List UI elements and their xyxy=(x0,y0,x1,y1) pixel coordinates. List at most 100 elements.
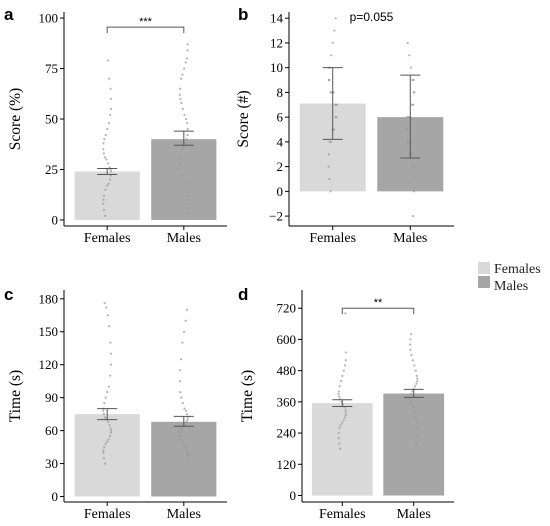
panel-letter: a xyxy=(4,5,14,24)
y-tick-label: 0 xyxy=(290,488,297,503)
data-point xyxy=(338,385,341,388)
panel-letter: c xyxy=(4,285,13,304)
data-point xyxy=(339,379,342,383)
y-tick-label: 12 xyxy=(270,35,283,50)
x-tick-label: Females xyxy=(319,507,366,522)
data-point xyxy=(105,306,108,309)
data-point xyxy=(330,54,333,57)
data-point xyxy=(179,369,182,372)
data-point xyxy=(181,402,184,405)
x-tick-label: Females xyxy=(84,231,131,246)
x-tick-label: Males xyxy=(167,507,201,522)
panel-letter: b xyxy=(238,5,248,24)
data-point xyxy=(186,451,189,454)
bar-males xyxy=(383,393,445,496)
data-point xyxy=(341,374,344,377)
data-point xyxy=(185,308,189,311)
data-point xyxy=(179,154,183,157)
data-point xyxy=(405,140,408,143)
data-point xyxy=(327,153,330,156)
data-point xyxy=(109,352,113,355)
data-point xyxy=(185,57,189,60)
data-point xyxy=(411,359,414,362)
data-point xyxy=(329,91,332,94)
y-tick-label: 10 xyxy=(270,60,283,75)
data-point xyxy=(331,41,334,45)
data-point xyxy=(342,418,345,422)
data-point xyxy=(183,113,186,117)
data-point xyxy=(334,17,337,20)
data-point xyxy=(409,66,413,69)
data-point xyxy=(103,402,106,405)
data-point xyxy=(327,78,330,82)
y-tick-label: 60 xyxy=(45,423,58,438)
x-tick-label: Females xyxy=(309,231,356,246)
data-point xyxy=(339,447,342,450)
bar-females xyxy=(311,403,373,496)
data-point xyxy=(184,142,187,145)
data-point xyxy=(106,314,109,317)
data-point xyxy=(103,302,106,305)
data-point xyxy=(183,67,186,70)
data-point xyxy=(329,190,332,193)
data-point xyxy=(179,358,183,361)
data-point xyxy=(186,413,189,416)
y-tick-label: −2 xyxy=(269,209,283,224)
data-point xyxy=(408,398,412,401)
y-tick-label: 120 xyxy=(39,357,59,372)
panel-b: b −2 0 2 4 6 8 10 12 14 Score (#) Females Males p=0.0… xyxy=(235,5,454,246)
data-point xyxy=(181,427,184,430)
data-point xyxy=(103,138,106,141)
data-point xyxy=(103,416,107,419)
data-point xyxy=(186,418,189,421)
data-point xyxy=(108,178,112,181)
y-tick-label: 180 xyxy=(39,291,59,306)
data-point xyxy=(181,107,184,111)
data-point xyxy=(344,411,348,414)
data-point xyxy=(184,319,187,322)
data-point xyxy=(412,190,416,193)
data-point xyxy=(186,456,189,460)
data-point xyxy=(179,438,182,441)
data-point xyxy=(185,188,188,191)
data-point xyxy=(104,214,107,218)
y-tick-label: 90 xyxy=(45,390,58,405)
legend-swatch-females xyxy=(478,262,490,274)
data-point xyxy=(183,445,186,449)
y-tick-label: 14 xyxy=(270,11,284,26)
data-point xyxy=(102,413,105,416)
data-point xyxy=(181,178,185,181)
data-point xyxy=(412,103,415,106)
data-point xyxy=(103,156,107,159)
y-axis-label: Time (s) xyxy=(7,370,24,422)
data-point xyxy=(183,330,186,333)
data-point xyxy=(108,424,111,427)
y-tick-label: 150 xyxy=(39,324,59,339)
panel-d: d 0 120 240 360 480 600 720 Time (s) Females Males… xyxy=(238,285,454,522)
data-point xyxy=(344,359,347,362)
data-point xyxy=(410,353,413,357)
data-point xyxy=(344,408,347,411)
data-point xyxy=(179,97,182,100)
data-point xyxy=(181,73,184,76)
data-point xyxy=(416,426,419,429)
data-point xyxy=(180,174,183,177)
data-point xyxy=(327,165,330,168)
data-point xyxy=(409,348,412,351)
data-point xyxy=(415,374,418,377)
data-point xyxy=(183,182,186,185)
data-point xyxy=(182,146,185,149)
y-tick-label: 6 xyxy=(277,110,284,125)
data-point xyxy=(186,453,189,456)
y-axis-label: Time (s) xyxy=(239,370,256,422)
data-point xyxy=(342,369,345,372)
y-tick-label: 75 xyxy=(45,61,58,76)
data-point xyxy=(106,420,110,423)
data-point xyxy=(334,103,337,106)
bar-males xyxy=(151,421,217,497)
data-point xyxy=(106,59,109,62)
data-point xyxy=(179,168,182,171)
data-point xyxy=(413,411,416,414)
data-point xyxy=(107,182,110,185)
data-point xyxy=(181,341,184,344)
